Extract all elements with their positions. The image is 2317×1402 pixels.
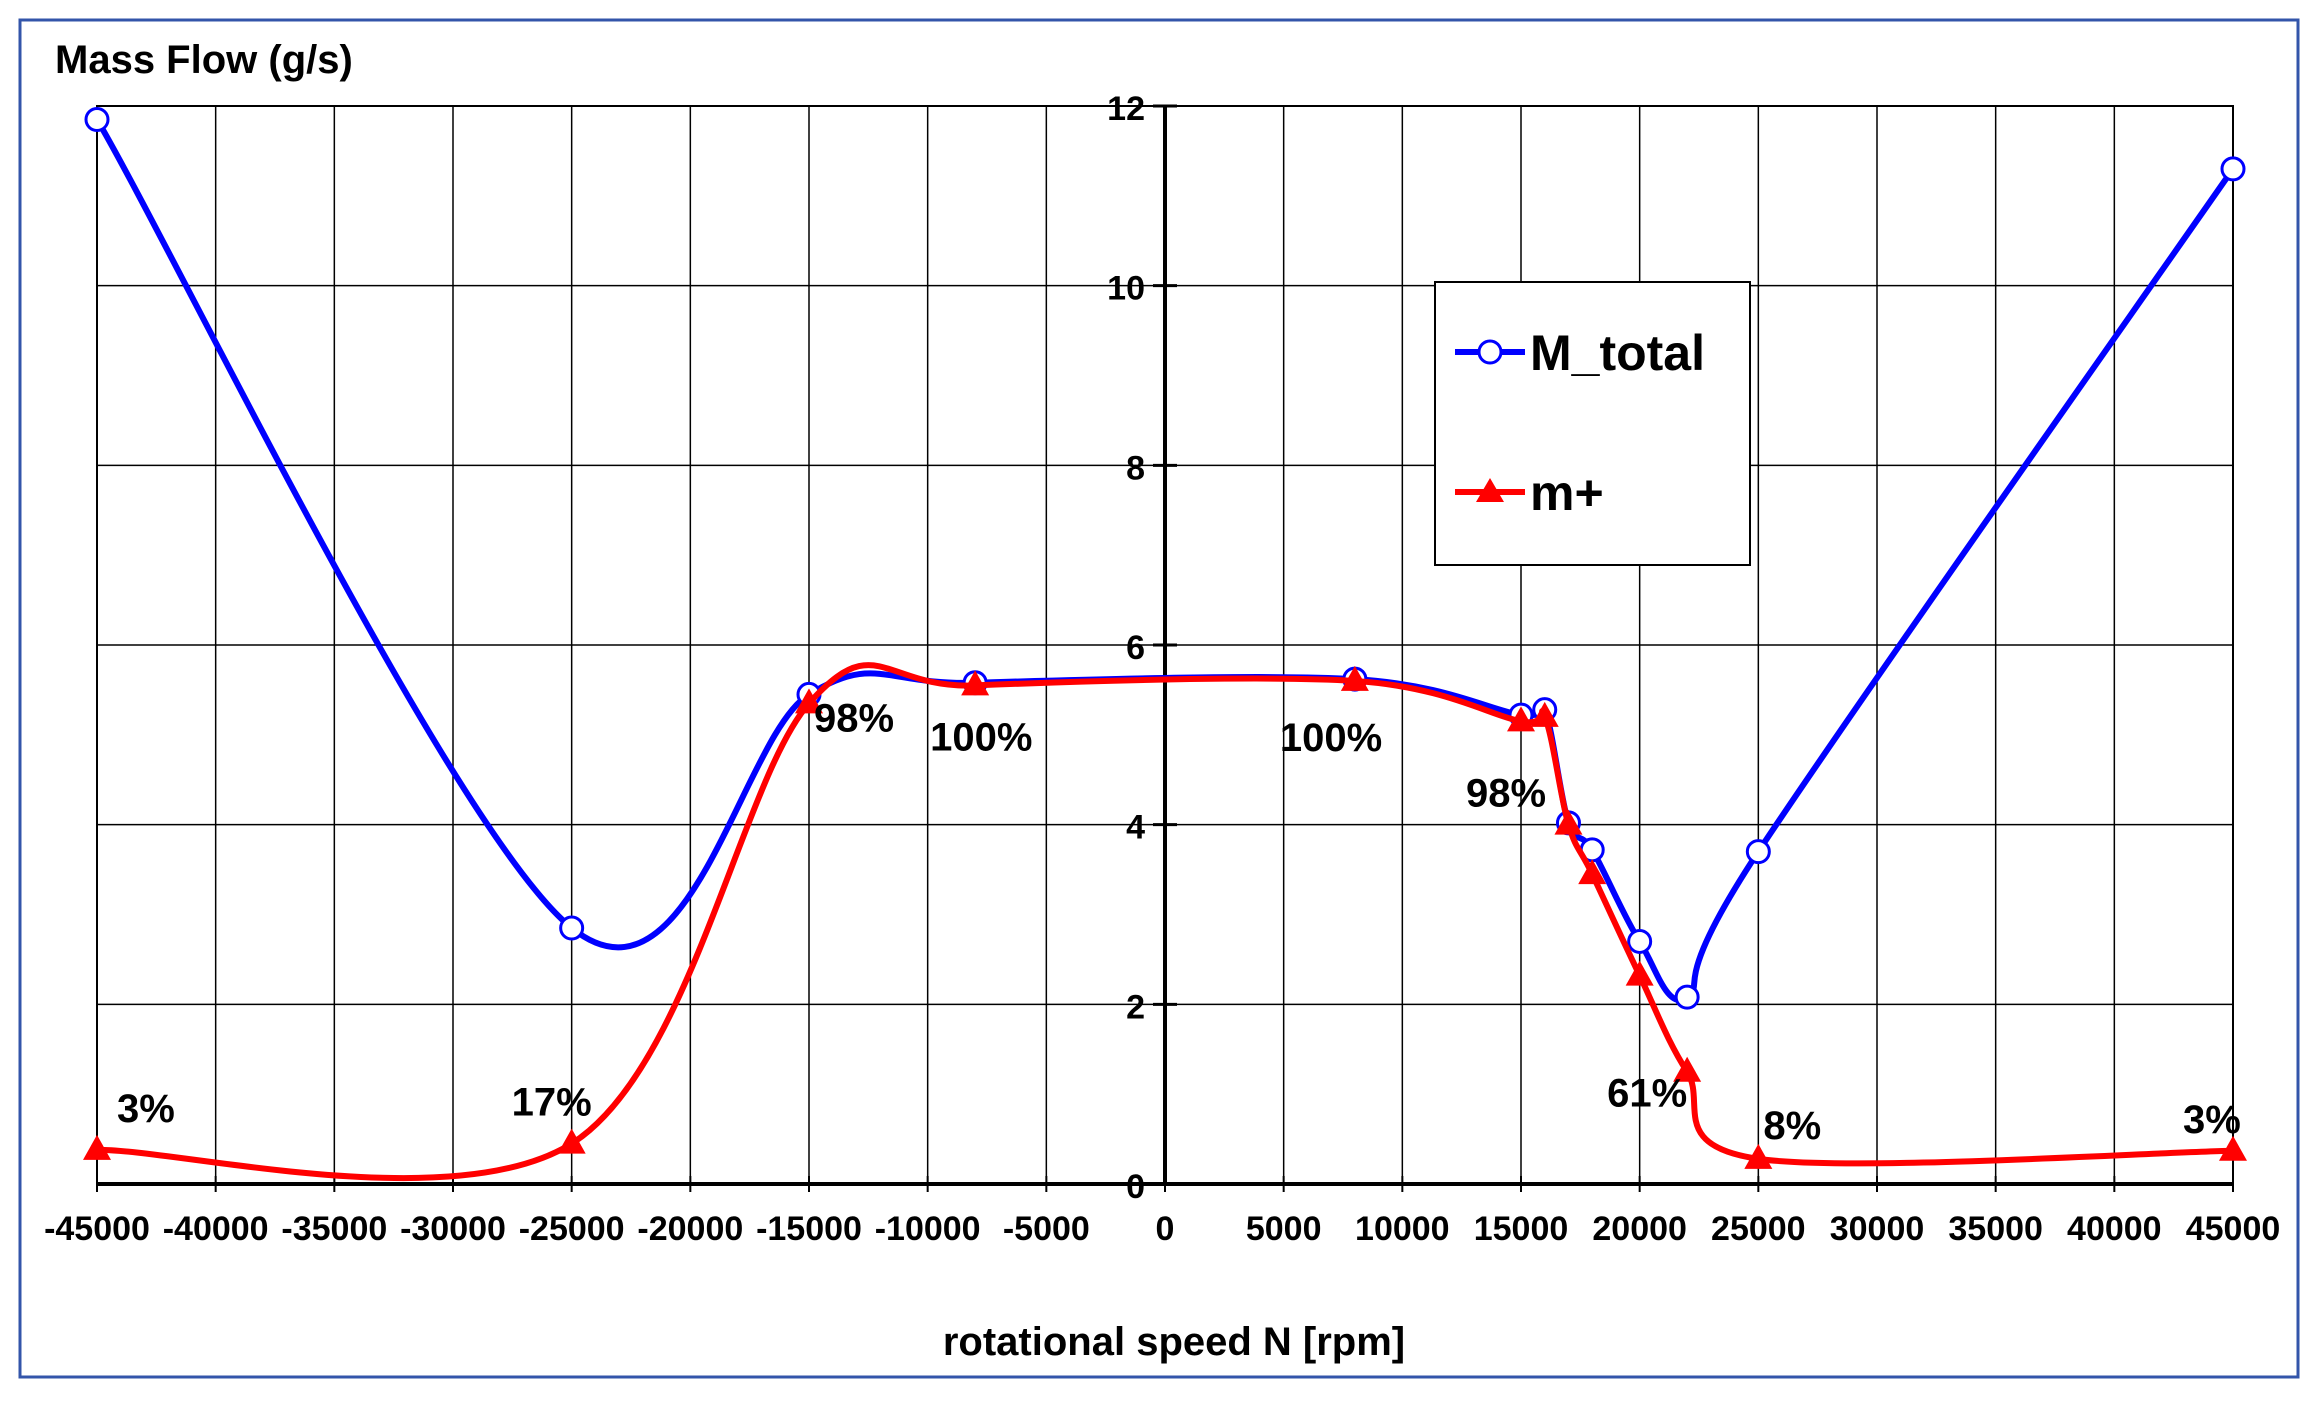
x-tick-label: 25000: [1711, 1210, 1806, 1248]
x-tick-label: 40000: [2067, 1210, 2162, 1248]
x-tick-label: -45000: [44, 1210, 150, 1248]
percent-annotation: 61%: [1607, 1072, 1687, 1116]
x-tick-label: -30000: [400, 1210, 506, 1248]
y-tick-label: 2: [1126, 988, 1145, 1026]
legend-label-m-plus: m+: [1530, 465, 1604, 521]
series-layer: [83, 106, 2247, 1182]
legend-label-m-total: M_total: [1530, 325, 1705, 381]
y-tick-label: 0: [1126, 1168, 1145, 1206]
x-axis-label: rotational speed N [rpm]: [943, 1320, 1405, 1364]
chart-border: [18, 18, 2300, 1379]
x-tick-label: 45000: [2186, 1210, 2281, 1248]
legend-marker-m-total: [1477, 339, 1503, 365]
data-point-m-plus: [961, 670, 990, 696]
x-tick-label: 20000: [1592, 1210, 1687, 1248]
legend-box: [1434, 281, 1751, 566]
x-tick-label: 0: [1156, 1210, 1175, 1248]
x-tick-label: 35000: [1948, 1210, 2043, 1248]
percent-annotation: 8%: [1763, 1104, 1821, 1148]
data-point-m-total: [1674, 984, 1700, 1010]
data-point-m-plus: [1625, 960, 1654, 986]
percent-annotation: 17%: [512, 1081, 592, 1125]
data-point-m-plus: [1340, 665, 1369, 691]
y-tick-label: 12: [1107, 90, 1145, 128]
data-point-m-total: [2220, 156, 2246, 182]
data-point-m-plus: [1530, 701, 1559, 727]
percent-annotation: 3%: [2183, 1098, 2241, 1142]
x-tick-label: 10000: [1355, 1210, 1450, 1248]
data-point-m-plus: [1578, 859, 1607, 885]
percent-annotation: 98%: [1466, 771, 1546, 815]
percent-annotation: 3%: [117, 1087, 175, 1131]
data-point-m-plus: [557, 1128, 586, 1154]
y-tick-label: 4: [1126, 809, 1145, 847]
legend: M_total m+: [1434, 281, 1751, 566]
data-point-m-plus: [1507, 706, 1535, 732]
x-tick-label: -25000: [519, 1210, 625, 1248]
x-tick-label: -10000: [875, 1210, 981, 1248]
tick-labels: -45000 -40000 -35000 -30000 -25000 -20000 -150…: [44, 90, 2280, 1248]
data-point-m-plus: [1554, 809, 1583, 835]
percent-annotation: 98%: [814, 696, 894, 740]
data-point-m-total: [1627, 928, 1653, 954]
annotations: 3% 17% 98% 100% 100% 98% 61% 8% 3%: [117, 696, 2241, 1147]
x-tick-label: -40000: [163, 1210, 269, 1248]
x-tick-label: 30000: [1830, 1210, 1925, 1248]
x-tick-label: 5000: [1246, 1210, 1322, 1248]
data-point-m-plus: [1673, 1056, 1702, 1082]
series-line-m-plus: [96, 662, 2234, 1182]
percent-annotation: 100%: [1280, 716, 1382, 760]
data-point-m-total: [559, 915, 585, 941]
data-point-m-total: [84, 106, 110, 132]
x-tick-label: -5000: [1003, 1210, 1090, 1248]
chart-title: Mass Flow (g/s): [55, 38, 353, 82]
x-tick-label: -15000: [756, 1210, 862, 1248]
y-tick-label: 10: [1107, 270, 1145, 308]
data-point-m-plus: [2219, 1135, 2247, 1161]
data-point-m-plus: [795, 688, 823, 714]
legend-marker-m-plus: [1476, 478, 1504, 502]
percent-annotation: 100%: [930, 715, 1032, 759]
axes: [96, 104, 2234, 1192]
data-point-m-total: [1745, 839, 1771, 865]
data-point-m-plus: [83, 1134, 111, 1160]
y-tick-label: 8: [1126, 449, 1145, 487]
x-tick-label: -35000: [281, 1210, 387, 1248]
data-point-m-plus: [1744, 1143, 1773, 1169]
y-tick-label: 6: [1126, 629, 1145, 667]
x-tick-label: -20000: [637, 1210, 743, 1248]
x-tick-label: 15000: [1474, 1210, 1569, 1248]
